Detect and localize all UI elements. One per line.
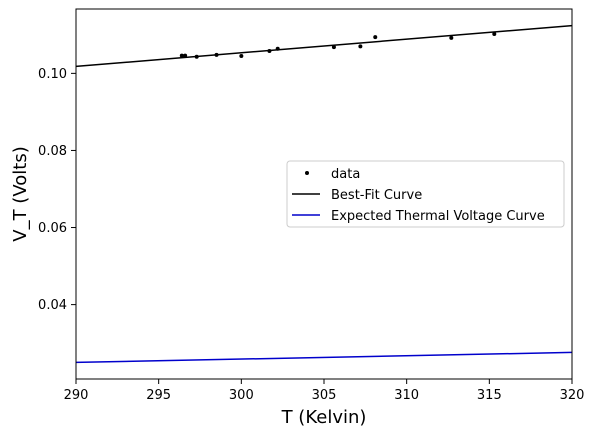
plot-marks [75,24,573,364]
data-point [492,32,497,37]
x-tick-label: 310 [394,388,419,403]
data-point [449,35,454,40]
y-tick-label: 0.10 [38,67,67,82]
legend-label-data: data [331,167,360,182]
y-tick-label: 0.06 [38,221,67,236]
x-tick-label: 290 [64,388,89,403]
y-axis-label: V_T (Volts) [10,146,31,241]
legend-box [286,160,565,228]
x-tick-label: 295 [146,388,171,403]
legend-label-best-fit: Best-Fit Curve [331,188,422,203]
data-point [179,53,184,58]
x-tick-label: 305 [312,388,337,403]
data-point [358,44,363,49]
series-line-1 [75,24,573,68]
legend-label-expected: Expected Thermal Voltage Curve [331,209,545,224]
data-point [331,45,336,50]
x-tick-label: 315 [477,388,502,403]
y-tick-label: 0.08 [38,144,67,159]
legend-marker-data [305,171,309,175]
y-axis: 0.04 0.06 0.08 0.10 [38,67,76,313]
x-axis-label: T (Kelvin) [281,407,367,428]
data-point [373,35,378,40]
x-tick-label: 300 [229,388,254,403]
data-point [239,54,244,59]
legend: data Best-Fit Curve Expected Thermal Vol… [286,160,565,228]
x-tick-label: 320 [560,388,585,403]
x-axis: 290 295 300 305 310 315 320 [64,379,585,403]
series-line-2 [75,351,573,364]
y-tick-label: 0.04 [38,298,67,313]
